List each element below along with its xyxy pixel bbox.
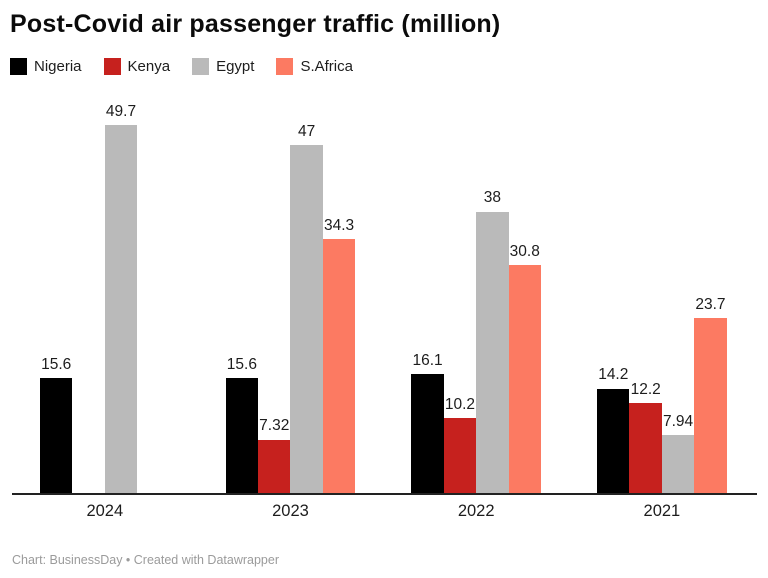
bar-nigeria-2021 — [597, 388, 630, 494]
bar-slot-egypt-2022: 38 — [476, 0, 509, 494]
bar-slot-nigeria-2023: 15.6 — [225, 0, 259, 494]
bar-value-label: 15.6 — [41, 355, 72, 373]
bar-nigeria-2023 — [225, 378, 259, 494]
x-axis-label-2023: 2023 — [272, 502, 309, 520]
bar-slot-kenya-2021: 12.2 — [629, 0, 662, 494]
bar-slot-kenya-2022: 10.2 — [443, 0, 477, 494]
bar-value-label: 16.1 — [412, 351, 443, 369]
x-axis-label-2022: 2022 — [457, 502, 495, 520]
bar-slot-nigeria-2021: 14.2 — [597, 0, 630, 494]
bar-value-label: 7.32 — [259, 417, 290, 435]
bar-slot-egypt-2021: 7.94 — [661, 0, 695, 494]
bar-value-label: 49.7 — [105, 102, 137, 120]
legend-label: Egypt — [216, 58, 255, 75]
legend-item-nigeria: Nigeria — [10, 58, 82, 75]
legend-label: Kenya — [127, 58, 171, 75]
bar-egypt-2024 — [104, 125, 138, 494]
bar-value-label: 12.2 — [630, 380, 661, 398]
bar-value-label: 7.94 — [662, 412, 694, 430]
bar-slot-nigeria-2024: 15.6 — [40, 0, 73, 494]
x-axis-line — [12, 493, 757, 495]
bar-egypt-2021 — [661, 435, 695, 494]
bar-slot-s-africa-2021: 23.7 — [694, 0, 727, 494]
bar-kenya-2022 — [443, 418, 477, 494]
bar-nigeria-2024 — [40, 378, 73, 494]
legend-swatch-icon — [276, 58, 294, 75]
plot-area: 15.6 49.7 15.6 7.32 47 34.3 16.1 10.2 38 30.8 14.2… — [40, 0, 727, 494]
bar-kenya-2021 — [629, 403, 662, 494]
bar-slot-egypt-2024: 49.7 — [104, 0, 138, 494]
bar-group-2021: 14.2 12.2 7.94 23.7 — [597, 0, 727, 494]
bar-group-2023: 15.6 7.32 47 34.3 — [225, 0, 356, 494]
bar-egypt-2023 — [290, 145, 323, 494]
bar-slot-s-africa-2024 — [137, 0, 169, 494]
bar-slot-nigeria-2022: 16.1 — [411, 0, 444, 494]
bar-s-africa-2022 — [508, 265, 541, 494]
legend-item-s-africa: S.Africa — [276, 58, 353, 75]
legend-item-egypt: Egypt — [192, 58, 254, 75]
bar-value-label: 34.3 — [323, 216, 355, 234]
bar-value-label: 30.8 — [509, 242, 540, 260]
bar-kenya-2023 — [258, 439, 291, 494]
bar-s-africa-2023 — [322, 239, 356, 494]
x-axis-label-2024: 2024 — [86, 502, 124, 520]
legend-swatch-icon — [103, 58, 121, 75]
x-axis-label-2021: 2021 — [643, 502, 681, 520]
bar-slot-s-africa-2022: 30.8 — [508, 0, 541, 494]
bar-slot-kenya-2024 — [72, 0, 104, 494]
legend: Nigeria Kenya Egypt S.Africa — [10, 58, 375, 75]
bar-value-label: 23.7 — [695, 295, 726, 313]
bar-value-label: 10.2 — [444, 395, 476, 413]
x-axis: 2024 2023 2022 2021 — [0, 502, 768, 524]
bar-slot-egypt-2023: 47 — [290, 0, 323, 494]
footer-credit: Chart: BusinessDay • Created with Datawr… — [12, 553, 279, 567]
bar-egypt-2022 — [476, 211, 509, 494]
bar-value-label: 15.6 — [226, 355, 257, 373]
bar-group-2022: 16.1 10.2 38 30.8 — [411, 0, 541, 494]
bar-s-africa-2021 — [694, 318, 727, 494]
legend-swatch-icon — [192, 58, 210, 75]
bar-nigeria-2022 — [411, 374, 444, 494]
legend-item-kenya: Kenya — [103, 58, 171, 75]
legend-label: Nigeria — [34, 58, 82, 75]
legend-label: S.Africa — [300, 58, 353, 75]
bar-value-label: 38 — [483, 189, 501, 207]
bar-slot-kenya-2023: 7.32 — [258, 0, 291, 494]
bar-slot-s-africa-2023: 34.3 — [322, 0, 356, 494]
bar-group-2024: 15.6 49.7 — [40, 0, 170, 494]
chart-title: Post-Covid air passenger traffic (millio… — [10, 10, 501, 38]
legend-swatch-icon — [10, 58, 27, 75]
bar-value-label: 47 — [298, 122, 316, 140]
bar-value-label: 14.2 — [598, 366, 629, 384]
